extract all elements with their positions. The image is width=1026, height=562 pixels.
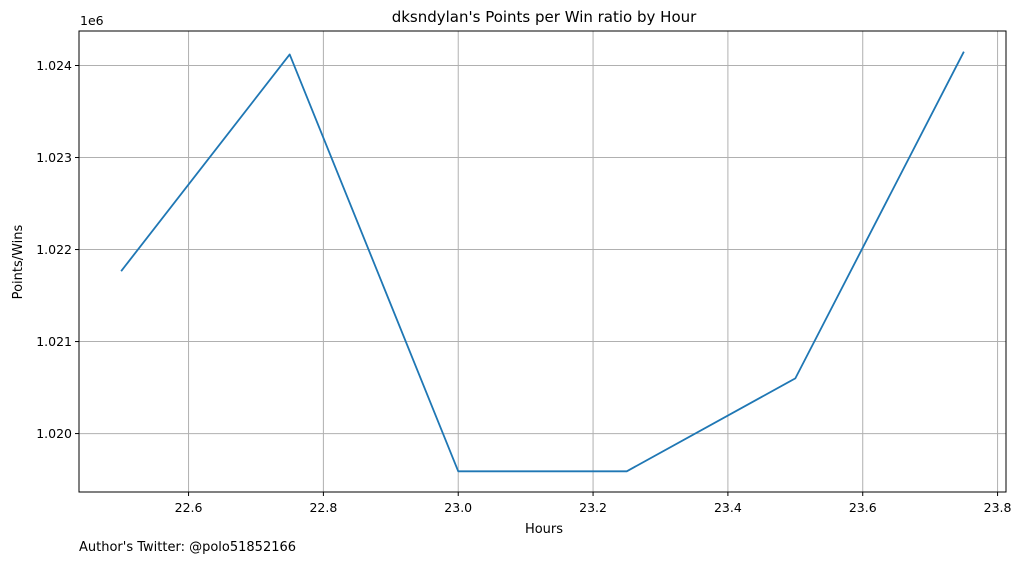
x-tick-label: 23.2 (579, 500, 607, 515)
y-tick-label: 1.024 (36, 58, 72, 73)
x-axis-label: Hours (525, 522, 563, 537)
x-axis: 22.6 22.8 23.0 23.2 23.4 23.6 23.8 (175, 492, 1012, 515)
x-tick-label: 23.8 (984, 500, 1012, 515)
y-axis-offset-label: 1e6 (80, 13, 104, 28)
x-tick-label: 23.4 (714, 500, 742, 515)
x-tick-label: 23.6 (849, 500, 877, 515)
y-tick-label: 1.023 (36, 150, 72, 165)
y-axis: 1.020 1.021 1.022 1.023 1.024 (36, 58, 79, 441)
y-tick-label: 1.022 (36, 242, 72, 257)
plot-frame (78, 30, 1007, 493)
chart-title: dksndylan's Points per Win ratio by Hour (392, 8, 697, 26)
x-tick-label: 22.8 (309, 500, 337, 515)
series-line (120, 51, 965, 473)
x-tick-label: 23.0 (444, 500, 472, 515)
y-tick-label: 1.020 (36, 426, 72, 441)
y-tick-label: 1.021 (36, 334, 72, 349)
y-axis-label: Points/Wins (11, 224, 26, 299)
author-twitter-footer: Author's Twitter: @polo51852166 (79, 540, 296, 555)
x-tick-label: 22.6 (175, 500, 203, 515)
plot-area (120, 51, 965, 473)
grid (79, 31, 1006, 492)
